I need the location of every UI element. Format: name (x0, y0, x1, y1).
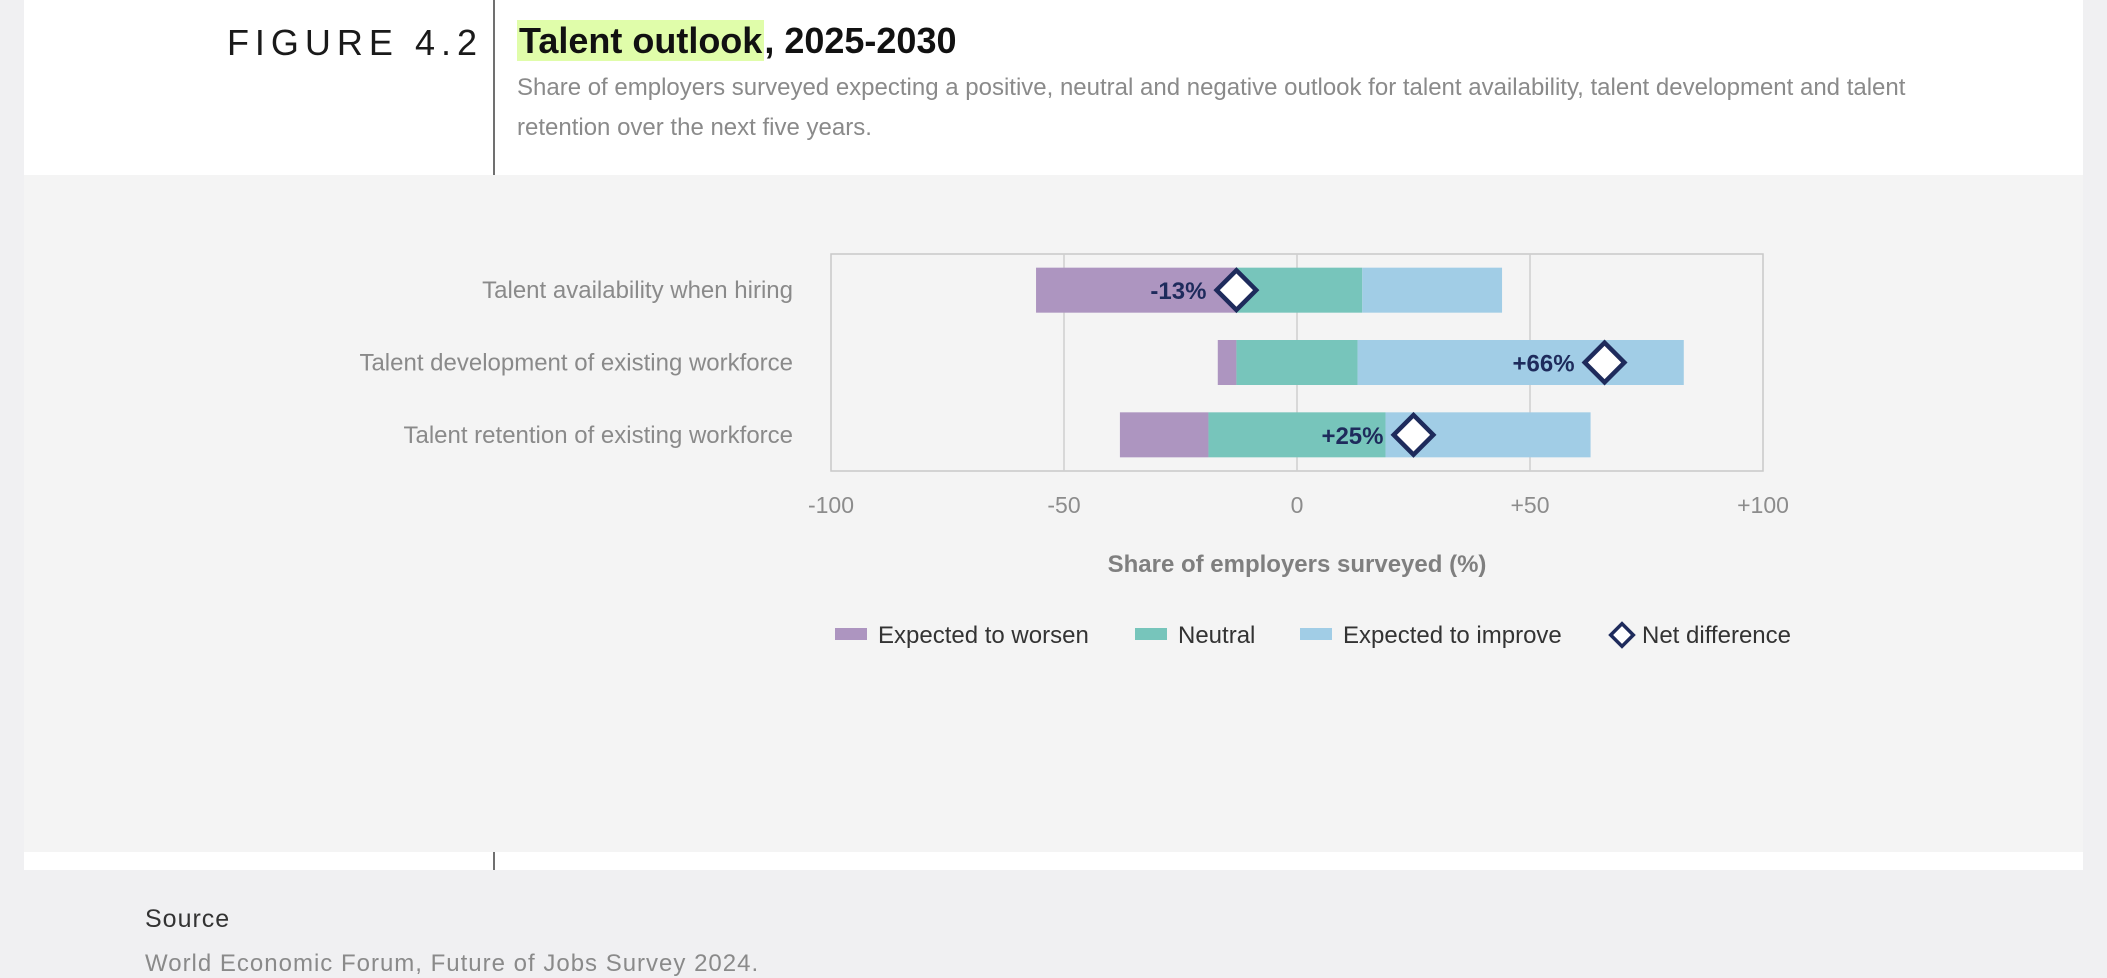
legend-diamond-icon (1608, 621, 1636, 649)
legend-label: Net difference (1642, 622, 1791, 649)
x-tick-label: +100 (1737, 492, 1789, 518)
x-axis-title: Share of employers surveyed (%) (1108, 551, 1487, 578)
bottom-divider (493, 852, 495, 870)
figure-label: FIGURE 4.2 (226, 22, 483, 63)
bar-segment (1217, 340, 1237, 385)
x-tick-label: 0 (1291, 492, 1304, 518)
net-difference-label: -13% (1150, 278, 1206, 305)
bar-segment (1357, 340, 1684, 385)
figure-title: Talent outlook, 2025-2030 (517, 20, 957, 62)
legend-swatch (1135, 628, 1167, 640)
header-divider (493, 0, 495, 175)
x-tick-label: -50 (1047, 492, 1080, 518)
legend-label: Neutral (1178, 622, 1255, 649)
net-difference-label: +25% (1321, 423, 1383, 450)
figure-title-highlight: Talent outlook (517, 20, 765, 61)
figure-title-rest: , 2025-2030 (764, 20, 957, 61)
legend-swatch (835, 628, 867, 640)
source-label: Source (145, 905, 231, 933)
legend-label: Expected to worsen (878, 622, 1089, 649)
category-label: Talent availability when hiring (482, 277, 793, 304)
bar-segment (1236, 340, 1358, 385)
figure-subtitle: Share of employers surveyed expecting a … (517, 74, 1906, 141)
chart: -100 -50 0 +50 +100 Share of employers survey… (359, 253, 1791, 649)
bar-segment (1362, 267, 1503, 313)
category-label: Talent development of existing workforce (359, 350, 793, 377)
net-difference-marker (1213, 267, 1260, 314)
net-difference-marker (1390, 411, 1437, 458)
bar-segment (1119, 412, 1209, 458)
legend-label: Expected to improve (1343, 622, 1562, 649)
x-tick-label: -100 (808, 492, 854, 518)
bar-segment (1036, 267, 1237, 313)
bottom-band (24, 852, 2083, 870)
net-difference-marker (1581, 339, 1628, 386)
x-tick-label: +50 (1510, 492, 1549, 518)
chart-panel: -100 -50 0 +50 +100 Share of employers survey… (24, 175, 2083, 977)
source-text: World Economic Forum, Future of Jobs Sur… (145, 950, 760, 977)
legend-swatch (1300, 628, 1332, 640)
bar-segment (1208, 412, 1386, 458)
figure-page: FIGURE 4.2 Talent outlook, 2025-2030 Sha… (24, 0, 2083, 977)
figure-header: FIGURE 4.2 Talent outlook, 2025-2030 Sha… (24, 0, 2083, 175)
category-label: Talent retention of existing workforce (403, 422, 793, 449)
net-difference-label: +66% (1512, 351, 1574, 378)
